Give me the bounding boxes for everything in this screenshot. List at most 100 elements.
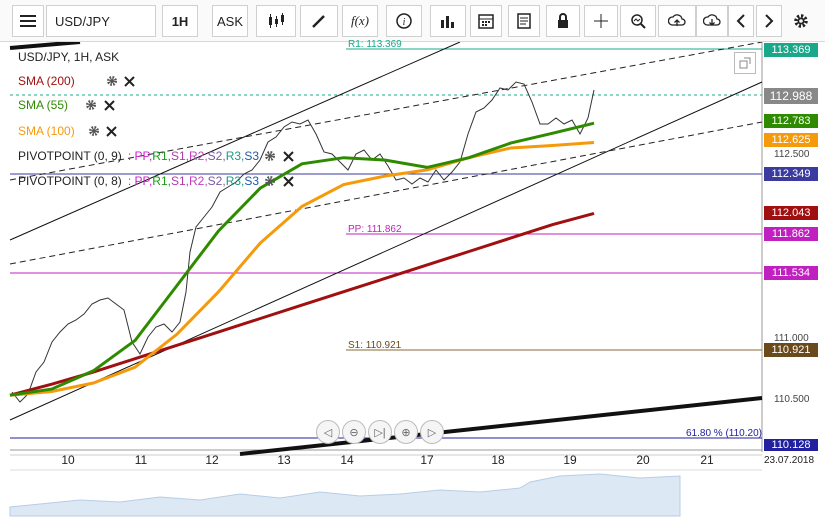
- crosshair-icon[interactable]: [584, 5, 618, 37]
- x-label: 11: [134, 453, 148, 467]
- pivot2-pp: : PP,: [127, 174, 153, 188]
- fx-icon[interactable]: f(x): [342, 5, 378, 37]
- symbol-selector[interactable]: USD/JPY: [46, 5, 156, 37]
- upload-icon[interactable]: [658, 5, 696, 37]
- pp-label: PP: 111.862: [348, 224, 402, 235]
- chart-title: USD/JPY, 1H, ASK: [18, 50, 120, 64]
- price-label-s1: 110.921: [764, 343, 818, 357]
- pivot2-s3: S3: [244, 174, 260, 188]
- legend-sma200-label: SMA (200): [18, 74, 75, 88]
- x-label: 13: [277, 453, 291, 467]
- chart-navigation: ◁ ⊖ ▷| ⊕ ▷: [316, 420, 444, 444]
- price-label-sma55: 112.783: [764, 114, 818, 128]
- pivot1-s1: S1,: [170, 149, 189, 163]
- price-label-current: 112.988: [764, 88, 818, 104]
- gear-icon[interactable]: [87, 124, 101, 138]
- reset-icon[interactable]: ▷|: [368, 420, 392, 444]
- sma200-line: [9, 211, 595, 397]
- gear-icon[interactable]: [84, 98, 98, 112]
- trend-thick-top: [9, 42, 81, 50]
- pivot1-r2: R2,: [188, 149, 208, 163]
- x-label: 21: [700, 453, 714, 467]
- x-label: 10: [61, 453, 75, 467]
- trend-thick-bottom: [239, 396, 763, 456]
- legend-pivot2-label: PIVOTPOINT (0, 8): [18, 174, 122, 188]
- close-icon[interactable]: [123, 74, 137, 88]
- axis-tick: 111.000: [774, 333, 809, 344]
- trend-dash-lower: [9, 121, 763, 265]
- volume-area: [9, 473, 681, 517]
- chart-area[interactable]: USD/JPY, 1H, ASK SMA (200) SMA (55) SMA …: [0, 39, 825, 518]
- lock-icon[interactable]: [546, 5, 580, 37]
- legend-pivot2[interactable]: PIVOTPOINT (0, 8) : PP, R1, S1, R2, S2, …: [18, 174, 295, 188]
- r1-label: R1: 113.369: [348, 39, 402, 50]
- zoom-out-icon[interactable]: ⊖: [342, 420, 366, 444]
- pivot1-s2: S2,: [207, 149, 226, 163]
- s1-label: S1: 110.921: [348, 340, 402, 351]
- fib-label: 61.80 % (110.20): [686, 428, 762, 439]
- document-icon[interactable]: [508, 5, 540, 37]
- gear-icon[interactable]: [263, 174, 277, 188]
- sma55-line: [9, 121, 595, 397]
- scroll-left-icon[interactable]: ◁: [316, 420, 340, 444]
- price-side-button[interactable]: ASK: [212, 5, 248, 37]
- calendar-icon[interactable]: [470, 5, 502, 37]
- zoom-icon[interactable]: [620, 5, 656, 37]
- pivot2-r3: R3,: [225, 174, 245, 188]
- trend-lower: [9, 81, 763, 421]
- legend-sma200[interactable]: SMA (200): [18, 74, 137, 88]
- gear-icon[interactable]: [263, 149, 277, 163]
- pivot2-r2: R2,: [188, 174, 208, 188]
- legend-sma55-label: SMA (55): [18, 98, 69, 112]
- zoom-in-icon[interactable]: ⊕: [394, 420, 418, 444]
- legend-pivot1-label: PIVOTPOINT (0, 9): [18, 149, 122, 163]
- trend-upper: [9, 42, 461, 241]
- toolbar: USD/JPY 1H ASK f(x) i: [0, 0, 825, 42]
- trend-dash-upper: [9, 42, 763, 181]
- x-label: 19: [563, 453, 577, 467]
- legend-pivot1[interactable]: PIVOTPOINT (0, 9) : PP, R1, S1, R2, S2, …: [18, 149, 295, 163]
- pivot1-s3: S3: [244, 149, 260, 163]
- scroll-right-icon[interactable]: ▷: [420, 420, 444, 444]
- price-label-pp: 111.862: [764, 227, 818, 241]
- gear-icon[interactable]: [786, 5, 816, 37]
- draw-icon[interactable]: [300, 5, 338, 37]
- close-icon[interactable]: [281, 174, 295, 188]
- timeframe-button[interactable]: 1H: [162, 5, 198, 37]
- info-icon[interactable]: i: [386, 5, 422, 37]
- pivot2-r1: R1,: [152, 174, 171, 188]
- x-label: 20: [636, 453, 650, 467]
- close-icon[interactable]: [105, 124, 119, 138]
- next-icon[interactable]: [756, 5, 782, 37]
- legend-sma100-label: SMA (100): [18, 124, 75, 138]
- download-icon[interactable]: [696, 5, 728, 37]
- price-label-fib: 110.128: [764, 439, 818, 451]
- sma100-line: [9, 141, 595, 397]
- pivot1-r3: R3,: [225, 149, 245, 163]
- price-chart[interactable]: [0, 42, 825, 518]
- gear-icon[interactable]: [105, 74, 119, 88]
- pivot1-pp: : PP,: [127, 149, 153, 163]
- menu-icon[interactable]: [12, 5, 44, 37]
- legend-sma55[interactable]: SMA (55): [18, 98, 116, 112]
- x-label: 14: [340, 453, 354, 467]
- pivot2-s1: S1,: [170, 174, 189, 188]
- bar-chart-icon[interactable]: [430, 5, 466, 37]
- candles-icon[interactable]: [256, 5, 296, 37]
- expand-icon[interactable]: [734, 52, 756, 74]
- x-label: 12: [205, 453, 219, 467]
- close-icon[interactable]: [102, 98, 116, 112]
- price-series: [11, 81, 595, 403]
- close-icon[interactable]: [281, 149, 295, 163]
- sma-layer: [9, 121, 595, 397]
- pivot1-r1: R1,: [152, 149, 171, 163]
- x-label: 17: [420, 453, 434, 467]
- x-label-date: 23.07.2018: [763, 455, 815, 466]
- prev-icon[interactable]: [728, 5, 754, 37]
- svg-text:i: i: [403, 17, 406, 28]
- legend-sma100[interactable]: SMA (100): [18, 124, 119, 138]
- price-label-r1: 113.369: [764, 43, 818, 57]
- price-label-s3: 112.349: [764, 167, 818, 181]
- pivot2-s2: S2,: [207, 174, 226, 188]
- axis-tick: 112.500: [774, 149, 810, 160]
